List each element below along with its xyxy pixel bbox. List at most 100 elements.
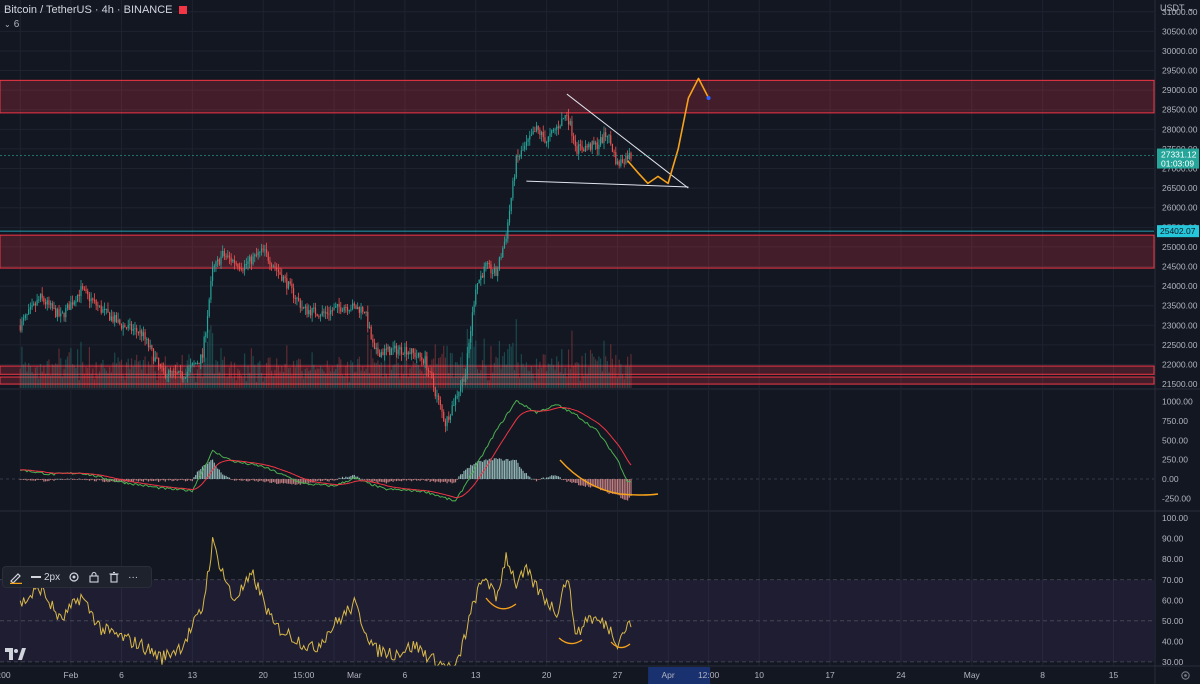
symbol-header[interactable]: Bitcoin / TetherUS · 4h · BINANCE (4, 4, 187, 16)
volume-bar (125, 362, 128, 388)
volume-bar (181, 354, 183, 388)
volume-bar (314, 369, 317, 388)
candle-body (436, 395, 438, 397)
volume-bar (210, 325, 212, 388)
macd-histogram-bar (301, 479, 303, 484)
volume-bar (431, 359, 433, 388)
candle-body (282, 276, 285, 281)
volume-bar (343, 376, 345, 388)
price-tick-label: 29000.00 (1162, 85, 1198, 95)
macd-histogram-bar (252, 479, 254, 481)
volume-bar (61, 376, 64, 388)
time-tick-label: 27 (613, 670, 623, 680)
volume-bar (527, 370, 529, 388)
macd-histogram-bar (181, 479, 183, 480)
macd-histogram-bar (620, 479, 622, 499)
volume-bar (137, 361, 139, 388)
candle-body (453, 404, 455, 406)
candle-body (26, 314, 28, 316)
volume-bar (549, 364, 551, 388)
volume-bar (184, 368, 187, 388)
macd-histogram-bar (249, 479, 251, 481)
currency-selector[interactable]: USDT ⌄ (1160, 3, 1194, 14)
line-width-button[interactable]: 2px (31, 572, 60, 583)
gear-icon[interactable] (68, 571, 80, 583)
flag-icon[interactable] (178, 6, 187, 14)
macd-histogram-bar (446, 479, 448, 484)
candle-body (522, 149, 524, 151)
volume-bar (201, 377, 204, 388)
candle-body (33, 303, 35, 306)
volume-bar (605, 356, 607, 388)
macd-histogram-bar (26, 479, 28, 481)
candle-body (151, 345, 153, 349)
volume-bar (596, 360, 598, 388)
macd-histogram-bar (593, 479, 595, 487)
macd-histogram-bar (535, 479, 538, 482)
volume-bar (71, 364, 74, 388)
candle-body (134, 328, 136, 330)
trash-icon[interactable] (108, 571, 120, 583)
macd-line (20, 399, 632, 502)
candle-body (392, 348, 394, 350)
indicators-toggle[interactable]: ⌄ 6 (4, 19, 19, 30)
volume-bar (459, 357, 462, 388)
macd-histogram-bar (547, 477, 549, 480)
rsi-tick-label: 40.00 (1162, 636, 1184, 646)
volume-bar (188, 354, 190, 388)
volume-bar (438, 357, 440, 388)
macd-histogram-bar (213, 462, 215, 480)
candle-body (454, 396, 457, 405)
volume-bar (168, 371, 170, 388)
volume-bar (390, 369, 393, 388)
candle-body (196, 363, 198, 365)
time-tick-label: 13 (188, 670, 198, 680)
macd-histogram-bar (318, 479, 320, 481)
volume-bar (466, 329, 468, 388)
candle-body (287, 281, 290, 289)
macd-histogram-bar (174, 479, 177, 480)
candle-body (176, 372, 178, 374)
candle-body (159, 364, 161, 367)
volume-bar (287, 368, 290, 388)
volume-bar (282, 371, 285, 388)
macd-histogram-bar (372, 479, 374, 483)
candle-body (264, 249, 266, 251)
candle-body (627, 155, 629, 160)
macd-histogram-bar (183, 479, 185, 481)
pencil-icon[interactable] (9, 570, 23, 584)
volume-bar (566, 377, 568, 388)
macd-histogram-bar (77, 479, 79, 480)
macd-histogram-bar (97, 479, 99, 480)
macd-histogram-bar (508, 460, 511, 480)
lock-icon[interactable] (88, 571, 100, 583)
volume-bar (546, 371, 548, 388)
candle-body (603, 132, 605, 144)
candle-body (605, 132, 607, 137)
candle-body (615, 152, 617, 164)
volume-bar (299, 359, 301, 388)
candle-body (492, 273, 494, 275)
chart-settings-icon[interactable] (1180, 670, 1191, 684)
volume-bar (414, 363, 416, 388)
candle-body (318, 316, 320, 318)
volume-bar (600, 358, 602, 388)
volume-bar (323, 371, 325, 388)
macd-histogram-bar (340, 478, 342, 480)
macd-histogram-bar (627, 479, 629, 501)
candle-body (58, 309, 60, 317)
more-options-button[interactable]: ··· (128, 571, 139, 583)
candle-body (409, 352, 411, 354)
volume-bar (147, 361, 150, 388)
candle-body (422, 359, 425, 364)
macd-histogram-bar (367, 479, 369, 481)
volume-bar (615, 355, 617, 388)
volume-bar (102, 359, 104, 388)
macd-histogram-bar (218, 469, 220, 480)
candle-body (147, 339, 150, 348)
candle-body (174, 371, 177, 373)
volume-bar (404, 350, 406, 388)
candle-body (272, 266, 274, 268)
candle-body (532, 131, 534, 135)
